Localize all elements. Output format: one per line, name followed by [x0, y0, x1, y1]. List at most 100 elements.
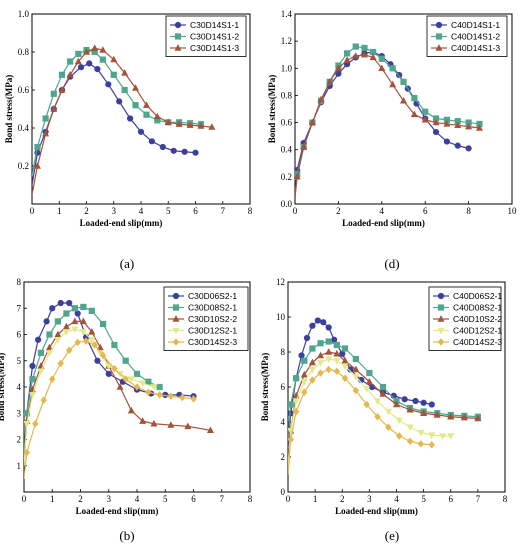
data-point: [29, 362, 36, 370]
data-point: [465, 122, 473, 130]
data-point: [422, 108, 429, 115]
y-axis-label: Bond stress(MPa): [267, 75, 277, 144]
x-tick-label: 6: [193, 206, 198, 216]
y-tick-label: 1.4: [281, 9, 293, 19]
y-tick-label: 8: [17, 277, 22, 287]
data-point: [341, 356, 349, 364]
x-tick-label: 0: [22, 494, 27, 504]
x-tick-label: 8: [248, 206, 253, 216]
data-point: [91, 44, 99, 51]
data-point: [122, 375, 129, 383]
x-tick-label: 0: [30, 206, 35, 216]
x-tick-label: 6: [191, 494, 196, 504]
data-point: [368, 383, 376, 391]
data-point: [105, 81, 112, 88]
legend-marker: [435, 33, 443, 40]
data-point: [300, 370, 308, 378]
data-point: [57, 359, 64, 368]
data-point: [82, 48, 91, 55]
legend-marker: [172, 327, 180, 335]
data-point: [150, 419, 158, 427]
y-tick-label: 0: [281, 487, 286, 497]
data-point: [343, 50, 351, 57]
y-tick-label: 0.6: [18, 85, 30, 95]
data-point: [71, 326, 79, 334]
data-point: [399, 97, 408, 104]
data-point: [432, 128, 440, 136]
data-point: [139, 417, 147, 424]
data-point: [406, 437, 414, 446]
data-point: [86, 60, 93, 67]
data-point: [110, 71, 117, 78]
x-axis-label: Loaded-end slip(mm): [76, 506, 159, 516]
data-point: [127, 376, 135, 383]
data-point: [153, 112, 161, 120]
data-point: [133, 383, 141, 391]
data-point: [443, 138, 451, 145]
data-point: [145, 378, 152, 385]
y-axis-label: Bond stress(MPa): [260, 353, 270, 422]
series-line-1: [295, 51, 469, 198]
data-point: [366, 369, 373, 377]
series-line-2: [24, 306, 160, 453]
data-point: [111, 341, 118, 349]
data-point: [317, 340, 324, 347]
data-point: [363, 386, 371, 393]
data-point: [325, 365, 332, 374]
data-point: [333, 341, 340, 349]
legend-label: C40D14S1-3: [451, 43, 500, 53]
data-point: [433, 411, 441, 418]
data-point: [42, 129, 50, 137]
y-tick-label: 0.0: [281, 199, 293, 209]
x-tick-label: 6: [449, 494, 454, 504]
legend-marker: [174, 21, 182, 29]
data-point: [88, 328, 96, 335]
x-axis-label: Loaded-end slip(mm): [342, 218, 425, 228]
data-point: [341, 345, 349, 352]
data-point: [352, 43, 359, 50]
x-tick-label: 4: [394, 494, 399, 504]
data-point: [309, 376, 316, 384]
data-point: [80, 303, 87, 311]
legend-label: C40D08S2-1: [453, 303, 502, 313]
data-point: [167, 421, 175, 428]
data-point: [308, 358, 316, 366]
data-point: [45, 343, 53, 351]
data-point: [396, 71, 403, 79]
data-point: [100, 320, 107, 328]
x-tick-label: 5: [166, 206, 171, 216]
data-point: [421, 116, 429, 123]
data-point: [412, 397, 419, 405]
data-point: [392, 400, 401, 408]
x-tick-label: 4: [135, 494, 140, 504]
data-point: [57, 299, 64, 307]
x-tick-label: 8: [248, 494, 253, 504]
x-tick-label: 4: [380, 206, 385, 216]
data-point: [343, 56, 351, 63]
data-point: [341, 374, 349, 383]
data-point: [24, 448, 31, 457]
series-line-2: [295, 45, 480, 198]
data-point: [365, 377, 373, 385]
x-tick-label: 3: [112, 206, 117, 216]
y-tick-label: 10: [276, 312, 286, 322]
data-point: [292, 407, 300, 416]
panel-label: (e): [385, 528, 399, 543]
data-point: [116, 383, 124, 390]
data-point: [320, 319, 327, 326]
data-point: [167, 392, 175, 400]
data-point: [411, 95, 418, 102]
data-point: [301, 388, 308, 397]
y-axis-label: Bond stress(MPa): [0, 353, 6, 422]
data-point: [121, 69, 129, 76]
data-point: [363, 400, 370, 409]
x-tick-label: 3: [107, 494, 112, 504]
data-point: [417, 440, 425, 448]
series-line-5: [288, 368, 432, 475]
legend-label: C40D12S2-1: [453, 326, 502, 336]
data-point: [88, 337, 96, 344]
x-tick-label: 7: [221, 206, 226, 216]
data-point: [396, 432, 403, 440]
data-point: [94, 65, 101, 73]
